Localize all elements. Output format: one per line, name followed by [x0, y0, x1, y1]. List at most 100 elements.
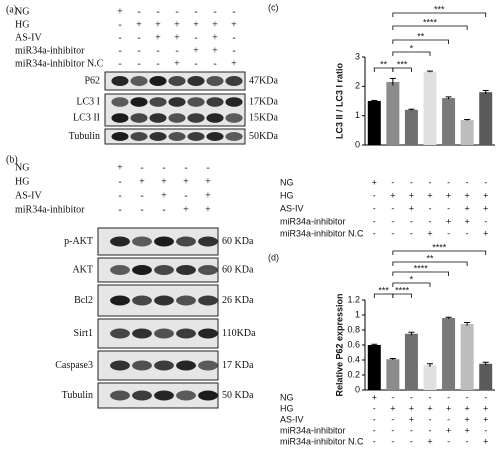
condition-label: NG — [280, 177, 294, 187]
condition-sign: - — [484, 392, 487, 402]
condition-sign: - — [391, 203, 394, 213]
condition-sign: + — [212, 19, 218, 30]
y-tick-label: 1 — [355, 110, 360, 120]
condition-sign: + — [155, 19, 161, 30]
band — [176, 328, 196, 339]
condition-label: miR34a-inhibitor N.C — [280, 436, 364, 446]
condition-sign: + — [465, 403, 470, 413]
condition-sign: - — [373, 216, 376, 226]
condition-sign: + — [483, 203, 488, 213]
bar — [423, 71, 437, 145]
band — [176, 390, 196, 401]
condition-label: AS-IV — [280, 414, 304, 424]
condition-sign: + — [205, 176, 211, 187]
condition-sign: - — [194, 6, 197, 17]
condition-sign: + — [117, 6, 123, 17]
band — [225, 113, 243, 123]
condition-sign: - — [466, 228, 469, 238]
condition-sign: - — [466, 177, 469, 187]
condition-label: NG — [15, 162, 29, 173]
band-name: LC3 II — [73, 112, 100, 123]
condition-sign: - — [466, 436, 469, 446]
significance-label: **** — [414, 263, 429, 273]
band-size: 15KDa — [249, 112, 278, 123]
condition-sign: + — [390, 190, 395, 200]
condition-label: miR34a-inhibitor — [15, 204, 85, 215]
condition-sign: - — [447, 414, 450, 424]
condition-sign: - — [118, 58, 121, 69]
condition-sign: - — [410, 216, 413, 226]
condition-sign: + — [174, 19, 180, 30]
band-size: 50KDa — [249, 131, 278, 142]
condition-sign: - — [373, 228, 376, 238]
condition-sign: + — [465, 414, 470, 424]
condition-label: miR34a-inhibitor N.C — [15, 58, 104, 69]
band-name: P62 — [84, 75, 100, 86]
band — [206, 97, 224, 107]
band — [132, 360, 152, 371]
bar — [367, 101, 381, 145]
condition-sign: + — [161, 190, 167, 201]
condition-sign: - — [429, 425, 432, 435]
condition-sign: + — [205, 204, 211, 215]
y-tick-label: 0 — [355, 384, 360, 394]
band — [110, 265, 130, 275]
band — [154, 328, 174, 339]
band — [149, 132, 167, 141]
band — [111, 132, 129, 141]
condition-sign: + — [161, 176, 167, 187]
band — [154, 360, 174, 371]
condition-sign: - — [232, 45, 235, 56]
band-size: 26 KDa — [222, 295, 254, 306]
band — [111, 76, 129, 86]
significance-label: ** — [380, 59, 388, 69]
band-name: LC3 I — [76, 96, 100, 107]
band — [110, 236, 130, 247]
condition-sign: - — [391, 177, 394, 187]
band — [198, 328, 218, 339]
band — [130, 76, 148, 86]
band — [176, 360, 196, 371]
condition-sign: + — [174, 58, 180, 69]
condition-sign: + — [174, 32, 180, 43]
band — [154, 390, 174, 401]
condition-sign: - — [118, 204, 121, 215]
condition-label: NG — [280, 392, 294, 402]
condition-sign: + — [483, 228, 488, 238]
condition-sign: + — [231, 58, 237, 69]
band — [198, 236, 218, 247]
condition-sign: - — [391, 216, 394, 226]
condition-sign: + — [427, 436, 432, 446]
band-size: 50 KDa — [222, 390, 254, 401]
significance-label: *** — [378, 285, 389, 295]
condition-sign: + — [446, 216, 451, 226]
bar — [404, 109, 418, 145]
panel-label: (c) — [268, 2, 279, 12]
condition-sign: - — [447, 203, 450, 213]
condition-sign: - — [429, 177, 432, 187]
condition-sign: - — [118, 32, 121, 43]
blot-panel: (b)NG + - - - - HG - + + + + AS-IV - - + - + miR34a-inhibi… — [6, 154, 256, 409]
bar — [423, 365, 437, 390]
condition-sign: - — [184, 190, 187, 201]
condition-sign: - — [429, 203, 432, 213]
condition-sign: - — [410, 425, 413, 435]
condition-sign: - — [140, 162, 143, 173]
band-size: 17KDa — [249, 96, 278, 107]
condition-sign: + — [483, 190, 488, 200]
condition-sign: - — [156, 6, 159, 17]
band — [132, 328, 152, 339]
significance-label: ** — [426, 253, 434, 263]
y-tick-label: 1 — [355, 309, 360, 319]
condition-label: miR34a-inhibitor — [15, 45, 85, 56]
band — [206, 132, 224, 141]
condition-sign: + — [483, 403, 488, 413]
condition-label: miR34a-inhibitor — [280, 216, 346, 226]
condition-label: NG — [15, 6, 29, 17]
condition-sign: + — [465, 425, 470, 435]
significance-bracket — [392, 67, 412, 72]
band-name: AKT — [72, 264, 93, 275]
band — [111, 113, 129, 123]
condition-sign: - — [447, 392, 450, 402]
condition-sign: + — [136, 19, 142, 30]
